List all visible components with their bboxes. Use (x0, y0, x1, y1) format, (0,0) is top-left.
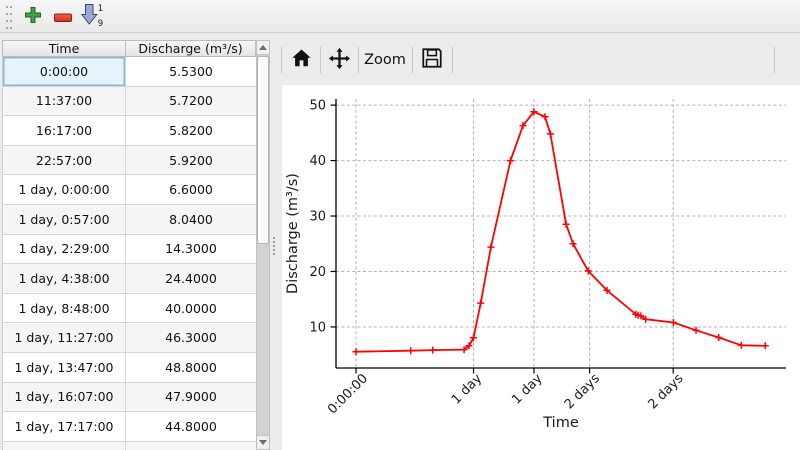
table-row[interactable]: 16:17:00 5.8200 (3, 116, 256, 146)
arrow-up-icon (259, 45, 267, 50)
home-icon (290, 48, 313, 72)
table-row[interactable]: 1 day, 0:00:00 6.6000 (3, 175, 256, 205)
table-cell[interactable]: 5.5300 (126, 57, 256, 87)
y-tick-label: 30 (309, 210, 326, 225)
x-tick-label: 1 day (449, 371, 486, 408)
x-tick-label: 0:00:00 (325, 371, 371, 417)
main-toolbar: 1 9 (0, 0, 800, 33)
table-row[interactable]: 1 day, 2:29:00 14.3000 (3, 234, 256, 265)
toolbar-grip-handle[interactable] (6, 6, 14, 30)
table-row[interactable]: 1 day, 17:17:00 44.8000 (3, 412, 256, 442)
table-cell[interactable]: 14.3000 (126, 235, 256, 265)
toolbar-separator (320, 47, 321, 73)
x-tick-label: 1 day (509, 371, 546, 408)
table-cell[interactable]: 8.0400 (126, 205, 256, 235)
zoom-button-label: Zoom (364, 52, 406, 68)
table-cell[interactable]: 1 day, 2:29:00 (3, 234, 126, 265)
table-cell[interactable] (3, 441, 126, 450)
table-cell[interactable]: 1 day, 16:07:00 (3, 382, 126, 413)
sort-rows-button[interactable]: 1 9 (80, 4, 106, 30)
table-cell[interactable]: 11:37:00 (3, 86, 126, 117)
table-scrollbar[interactable] (256, 40, 270, 450)
y-tick-label: 20 (309, 265, 326, 280)
chart-home-button[interactable] (286, 47, 316, 73)
arrow-down-icon (259, 440, 267, 445)
chart-zoom-button[interactable]: Zoom (363, 47, 407, 73)
table-row[interactable]: 0:00:00 5.5300 (3, 57, 256, 87)
table-cell[interactable] (126, 442, 256, 450)
table-row[interactable]: 1 day, 11:27:00 46.3000 (3, 323, 256, 353)
delete-row-button[interactable] (50, 4, 76, 30)
table-cell[interactable]: 1 day, 8:48:00 (3, 293, 126, 324)
data-table: 0:00:00 5.5300 11:37:00 5.7200 16:17:00 5.820… (2, 57, 256, 450)
add-row-button[interactable] (20, 4, 46, 30)
table-cell[interactable]: 5.9200 (126, 146, 256, 176)
y-tick-label: 50 (309, 99, 326, 114)
pan-icon (328, 47, 351, 74)
table-cell[interactable]: 1 day, 13:47:00 (3, 352, 126, 383)
scroll-up-button[interactable] (257, 41, 269, 55)
plus-icon (24, 6, 42, 28)
table-row[interactable]: 1 day, 0:57:00 8.0400 (3, 204, 256, 235)
table-cell[interactable]: 48.8000 (126, 353, 256, 383)
table-cell[interactable]: 40.0000 (126, 294, 256, 324)
scroll-down-button[interactable] (257, 435, 269, 449)
y-tick-label: 40 (309, 154, 326, 169)
table-cell[interactable]: 24.4000 (126, 264, 256, 294)
table-cell[interactable]: 6.6000 (126, 175, 256, 205)
sort-ascending-icon: 1 9 (80, 2, 105, 32)
table-cell[interactable]: 1 day, 0:57:00 (3, 204, 126, 235)
x-axis-label: Time (542, 415, 579, 431)
y-tick-label: 10 (309, 320, 326, 335)
column-header-discharge[interactable]: Discharge (m³/s) (138, 41, 243, 56)
table-cell[interactable]: 47.9000 (126, 383, 256, 413)
table-header: Time Discharge (m³/s) (2, 40, 256, 57)
sort-digit-top: 1 (98, 4, 103, 14)
chart-figure: 10 20 30 40 50 0:00:00 1 day 1 day 2 days 2 days T… (282, 85, 800, 450)
table-cell[interactable]: 5.8200 (126, 116, 256, 146)
toolbar-separator (774, 47, 775, 73)
table-row[interactable]: 1 day, 8:48:00 40.0000 (3, 293, 256, 324)
table-row[interactable]: 11:37:00 5.7200 (3, 86, 256, 117)
chart-pan-button[interactable] (325, 47, 353, 73)
table-row[interactable]: 1 day, 13:47:00 48.8000 (3, 352, 256, 383)
toolbar-separator (452, 47, 453, 73)
table-cell[interactable]: 1 day, 0:00:00 (3, 175, 126, 205)
table-row[interactable]: 1 day, 16:07:00 47.9000 (3, 382, 256, 413)
toolbar-separator (412, 47, 413, 73)
discharge-series-markers (352, 108, 769, 356)
x-tick-label: 2 days (645, 371, 686, 412)
table-cell[interactable]: 22:57:00 (3, 145, 126, 176)
table-row[interactable]: 22:57:00 5.9200 (3, 145, 256, 176)
toolbar-separator (281, 47, 282, 73)
table-cell[interactable]: 44.8000 (126, 412, 256, 442)
chart-canvas[interactable]: 10 20 30 40 50 0:00:00 1 day 1 day 2 days 2 days T… (282, 85, 800, 450)
y-axis-label: Discharge (m³/s) (285, 173, 301, 294)
table-row[interactable] (3, 441, 256, 450)
table-cell[interactable]: 46.3000 (126, 323, 256, 353)
discharge-series-line (355, 110, 766, 353)
save-icon (420, 46, 444, 74)
toolbar-separator (358, 47, 359, 73)
table-cell[interactable]: 16:17:00 (3, 116, 126, 146)
table-cell[interactable]: 1 day, 11:27:00 (3, 323, 126, 353)
table-cell[interactable]: 1 day, 4:38:00 (3, 264, 126, 294)
minus-icon (54, 8, 72, 27)
table-cell[interactable]: 5.7200 (126, 87, 256, 117)
sort-digit-bottom: 9 (98, 19, 103, 28)
panel-splitter-handle[interactable] (272, 237, 276, 255)
x-tick-label: 2 days (562, 371, 603, 412)
table-cell[interactable]: 0:00:00 (3, 57, 126, 87)
scrollbar-thumb[interactable] (257, 56, 269, 244)
table-cell[interactable]: 1 day, 17:17:00 (3, 412, 126, 442)
chart-save-button[interactable] (417, 47, 447, 73)
table-row[interactable]: 1 day, 4:38:00 24.4000 (3, 264, 256, 294)
column-header-time[interactable]: Time (3, 41, 126, 56)
